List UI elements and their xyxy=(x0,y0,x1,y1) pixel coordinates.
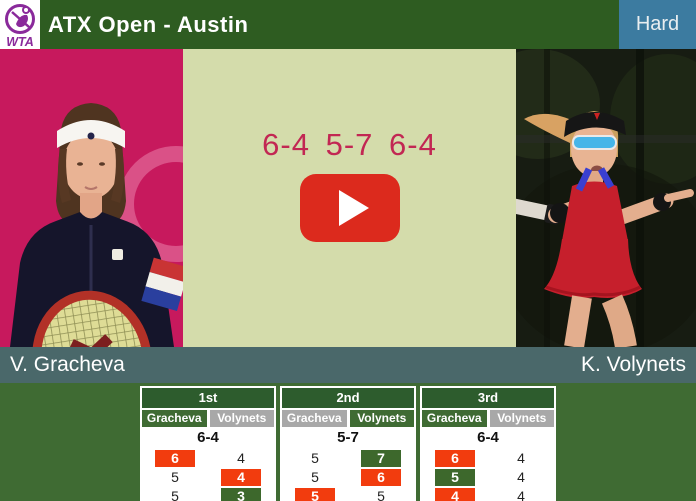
set-score: 5-7 xyxy=(337,429,359,446)
sets-section: 1st Gracheva Volynets 6-4 6 4 5 4 5 3 2n… xyxy=(0,383,696,501)
player-name-right: K. Volynets xyxy=(580,353,686,376)
svg-text:WTA: WTA xyxy=(6,35,34,48)
set-score: 6-4 xyxy=(197,429,219,446)
stat-value: 4 xyxy=(435,488,475,501)
stat-row: 5 3 xyxy=(142,487,274,501)
set-score: 6-4 xyxy=(477,429,499,446)
stat-value: 4 xyxy=(237,450,245,466)
stat-value: 6 xyxy=(361,469,401,486)
stat-value: 7 xyxy=(361,450,401,467)
header: WTA ATX Open - Austin Hard xyxy=(0,0,696,49)
match-score: 6-4 5-7 6-4 xyxy=(262,127,437,162)
player-name-left: V. Gracheva xyxy=(10,353,125,376)
players-bar: V. Gracheva K. Volynets xyxy=(0,347,696,383)
score-panel: 6-4 5-7 6-4 xyxy=(183,49,516,347)
set-column-gracheva: Gracheva xyxy=(142,410,207,427)
stat-value: 5 xyxy=(377,488,385,501)
page-title: ATX Open - Austin xyxy=(48,12,249,37)
stat-value: 5 xyxy=(435,469,475,486)
set-panel-1: 1st Gracheva Volynets 6-4 6 4 5 4 5 3 xyxy=(140,386,276,501)
stat-value: 5 xyxy=(171,488,179,501)
gracheva-photo-illustration xyxy=(0,49,183,347)
stat-value: 5 xyxy=(311,469,319,485)
stat-value: 5 xyxy=(311,450,319,466)
set-column-volynets: Volynets xyxy=(209,410,274,427)
wta-logo-icon: WTA xyxy=(5,3,35,48)
stat-row: 5 4 xyxy=(142,468,274,487)
stat-value: 4 xyxy=(517,450,525,466)
player-photo-left xyxy=(0,49,183,347)
stat-row: 5 5 xyxy=(282,487,414,501)
stat-value: 4 xyxy=(517,488,525,501)
set-title: 2nd xyxy=(282,388,414,408)
stat-value: 6 xyxy=(435,450,475,467)
stat-row: 5 7 xyxy=(282,449,414,468)
youtube-play-icon xyxy=(338,190,369,226)
volynets-photo-illustration xyxy=(516,49,696,347)
match-hero: 6-4 5-7 6-4 xyxy=(0,49,696,347)
set-column-volynets: Volynets xyxy=(349,410,414,427)
set-column-volynets: Volynets xyxy=(489,410,554,427)
stat-value: 4 xyxy=(517,469,525,485)
stat-value: 5 xyxy=(171,469,179,485)
stat-row: 5 6 xyxy=(282,468,414,487)
set-column-gracheva: Gracheva xyxy=(282,410,347,427)
stat-value: 5 xyxy=(295,488,335,501)
set-column-gracheva: Gracheva xyxy=(422,410,487,427)
wta-logo[interactable]: WTA xyxy=(0,0,40,49)
set-title: 1st xyxy=(142,388,274,408)
stat-value: 4 xyxy=(221,469,261,486)
player-photo-right xyxy=(516,49,696,347)
stat-value: 3 xyxy=(221,488,261,501)
set-panel-2: 2nd Gracheva Volynets 5-7 5 7 5 6 5 5 xyxy=(280,386,416,501)
set-title: 3rd xyxy=(422,388,554,408)
stat-row: 6 4 xyxy=(142,449,274,468)
stat-row: 5 4 xyxy=(422,468,554,487)
stat-row: 6 4 xyxy=(422,449,554,468)
youtube-play-button[interactable] xyxy=(299,174,400,242)
set-panel-3: 3rd Gracheva Volynets 6-4 6 4 5 4 4 4 xyxy=(420,386,556,501)
surface-badge: Hard xyxy=(619,0,696,49)
stat-value: 6 xyxy=(155,450,195,467)
stat-row: 4 4 xyxy=(422,487,554,501)
